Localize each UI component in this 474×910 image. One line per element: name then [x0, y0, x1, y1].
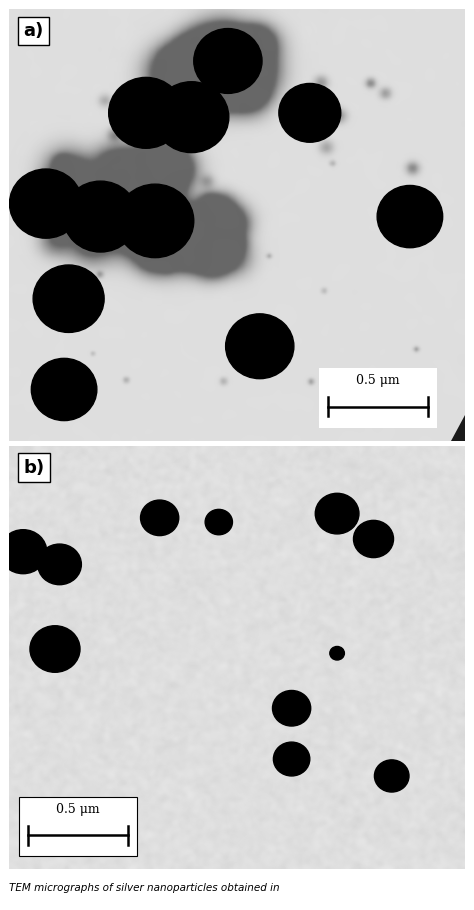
- Text: b): b): [23, 459, 44, 477]
- Circle shape: [194, 28, 262, 94]
- Circle shape: [374, 760, 409, 792]
- Text: a): a): [23, 22, 44, 40]
- Text: TEM micrographs of silver nanoparticles obtained in: TEM micrographs of silver nanoparticles …: [9, 884, 280, 893]
- Circle shape: [273, 691, 311, 726]
- Circle shape: [273, 742, 310, 776]
- Circle shape: [109, 77, 183, 148]
- Text: 0.5 μm: 0.5 μm: [56, 804, 100, 816]
- Circle shape: [30, 626, 80, 672]
- Bar: [18, 797, 137, 856]
- Circle shape: [33, 265, 104, 332]
- Circle shape: [38, 544, 82, 585]
- Circle shape: [31, 359, 97, 420]
- Circle shape: [377, 186, 443, 248]
- Text: 0.5 μm: 0.5 μm: [356, 374, 400, 388]
- Circle shape: [0, 530, 47, 573]
- Circle shape: [315, 493, 359, 534]
- Circle shape: [63, 181, 138, 252]
- Circle shape: [354, 521, 393, 558]
- Circle shape: [279, 84, 341, 142]
- Circle shape: [140, 501, 179, 536]
- Circle shape: [226, 314, 294, 379]
- Bar: [319, 368, 437, 429]
- Circle shape: [154, 82, 229, 153]
- Circle shape: [205, 510, 232, 535]
- Circle shape: [117, 184, 194, 258]
- Circle shape: [330, 646, 345, 660]
- Circle shape: [9, 169, 82, 238]
- Polygon shape: [451, 415, 465, 441]
